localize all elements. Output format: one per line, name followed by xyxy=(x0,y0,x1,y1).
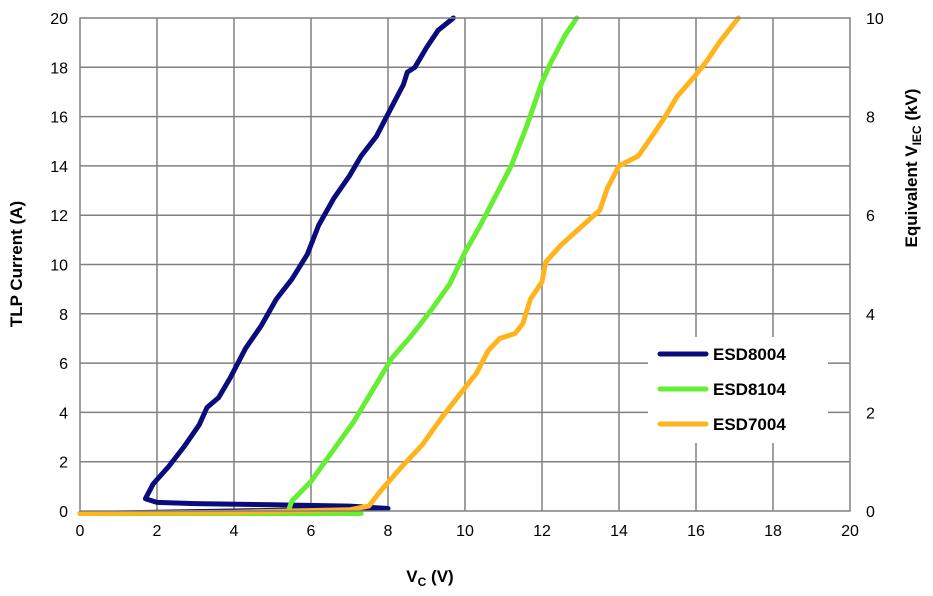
x-tick-label: 18 xyxy=(764,523,782,540)
y-tick-label: 6 xyxy=(59,356,68,373)
y-tick-labels: 0 2 4 6 8 10 12 14 16 18 20 xyxy=(50,11,68,521)
x-tick-label: 4 xyxy=(230,523,239,540)
y2-tick-label: 2 xyxy=(866,405,875,422)
series-layer xyxy=(77,15,741,516)
y2-tick-label: 4 xyxy=(866,307,875,324)
y2-tick-label: 8 xyxy=(866,110,875,127)
y-tick-label: 14 xyxy=(50,159,68,176)
series-line-esd7004 xyxy=(77,15,741,516)
x-tick-label: 8 xyxy=(384,523,393,540)
x-tick-label: 16 xyxy=(687,523,705,540)
series-line-esd8104 xyxy=(77,15,580,516)
legend-label-esd8104: ESD8104 xyxy=(713,380,786,399)
legend-label-esd8004: ESD8004 xyxy=(713,345,786,364)
x-tick-label: 2 xyxy=(153,523,162,540)
y2-tick-labels: 0 2 4 6 8 10 xyxy=(866,11,884,521)
y-tick-label: 18 xyxy=(50,60,68,77)
y-tick-label: 12 xyxy=(50,208,68,225)
y-tick-label: 20 xyxy=(50,11,68,28)
y-tick-label: 16 xyxy=(50,110,68,127)
plot-frame xyxy=(79,17,851,512)
grid-layer xyxy=(80,18,850,511)
y-tick-label: 8 xyxy=(59,307,68,324)
x-tick-labels: 0 2 4 6 8 10 12 14 16 18 20 xyxy=(76,523,859,540)
y-axis-title: TLP Current (A) xyxy=(7,201,26,327)
x-tick-label: 12 xyxy=(533,523,551,540)
y2-axis-title: Equivalent VIEC (kV) xyxy=(902,89,924,248)
x-tick-label: 0 xyxy=(76,523,85,540)
y-tick-label: 10 xyxy=(50,258,68,275)
y2-tick-label: 10 xyxy=(866,11,884,28)
y-tick-label: 4 xyxy=(59,405,68,422)
legend: ESD8004 ESD8104 ESD7004 xyxy=(648,337,828,443)
y-tick-label: 0 xyxy=(59,504,68,521)
x-tick-label: 10 xyxy=(456,523,474,540)
x-tick-label: 20 xyxy=(841,523,859,540)
y-tick-label: 2 xyxy=(59,455,68,472)
y2-tick-label: 0 xyxy=(866,504,875,521)
y2-tick-label: 6 xyxy=(866,208,875,225)
legend-label-esd7004: ESD7004 xyxy=(713,415,786,434)
x-tick-label: 6 xyxy=(307,523,316,540)
x-axis-title: VC (V) xyxy=(406,567,453,589)
x-tick-label: 14 xyxy=(610,523,628,540)
